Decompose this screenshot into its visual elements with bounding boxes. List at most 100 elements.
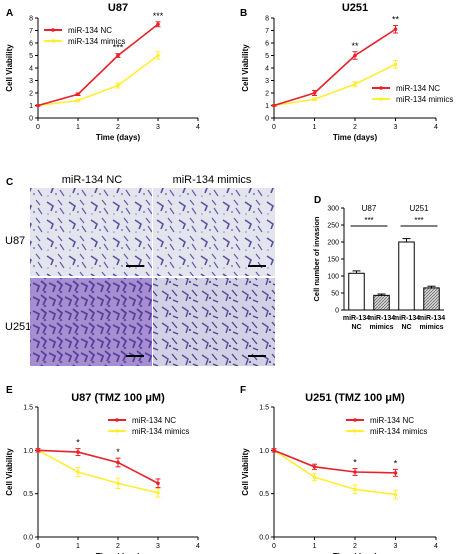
series-line [37, 449, 159, 484]
x-axis-label: Time (days) [96, 133, 141, 142]
category-label-line1: miR-134 [343, 315, 370, 322]
x-tick-label: 3 [394, 543, 398, 550]
y-axis-label: Cell number of invasion [312, 216, 321, 301]
significance-label: * [394, 458, 398, 468]
legend-label: miR-134 NC [68, 26, 112, 35]
micrograph-row-label-u251: U251 [5, 321, 31, 333]
legend-label: miR-134 mimics [396, 95, 453, 104]
y-tick-label: 100 [327, 274, 339, 281]
y-tick-label: 6 [29, 41, 33, 48]
significance-label: * [116, 447, 120, 457]
y-tick-label: 1.0 [259, 448, 269, 455]
y-tick-label: 5 [29, 53, 33, 60]
y-tick-label: 0 [335, 308, 339, 315]
y-tick-label: 1 [29, 103, 33, 110]
legend-marker [115, 418, 119, 422]
y-axis-label: Cell Viability [5, 44, 14, 92]
x-tick-label: 0 [272, 543, 276, 550]
data-point [156, 53, 160, 58]
legend-marker [51, 39, 55, 43]
data-point [76, 98, 80, 103]
y-tick-label: 0.5 [23, 491, 33, 498]
x-tick-label: 0 [36, 543, 40, 550]
data-point [76, 470, 80, 474]
chart-title: U251 [342, 2, 368, 14]
data-point [353, 470, 357, 474]
y-tick-label: 1 [265, 103, 269, 110]
series-line [273, 449, 396, 496]
micrograph-u251-mimics [153, 278, 275, 366]
chart-a: U87 0 1 2 3 4 5 6 7 8 0 1 2 3 4 Time (days) Cell Viabili… [5, 2, 200, 142]
x-tick-label: 4 [434, 543, 438, 550]
category-label-line1: miR-134 [368, 315, 395, 322]
y-tick-label: 1.0 [23, 448, 33, 455]
data-point [393, 62, 398, 67]
y-tick-label: 2 [29, 91, 33, 98]
data-point [353, 82, 357, 87]
data-point [36, 103, 40, 108]
data-point [393, 492, 398, 497]
data-point [116, 481, 120, 486]
y-tick-label: 250 [327, 223, 339, 230]
y-tick-label: 0.0 [23, 535, 33, 542]
data-point [393, 471, 398, 475]
data-point [156, 22, 160, 27]
y-tick-label: 0 [29, 116, 33, 123]
x-tick-label: 0 [36, 124, 40, 131]
legend-marker [379, 97, 383, 101]
data-point [116, 460, 120, 465]
significance-label: ** [392, 15, 400, 25]
y-tick-label: 1.5 [23, 405, 33, 412]
y-tick-label: 7 [29, 28, 33, 35]
y-tick-label: 2 [265, 91, 269, 98]
data-point [312, 97, 317, 102]
y-axis-label: Cell Viability [241, 44, 250, 92]
data-point [116, 83, 120, 88]
x-tick-label: 1 [76, 124, 80, 131]
bar [398, 241, 415, 311]
x-tick-label: 4 [434, 124, 438, 131]
data-point [156, 491, 160, 495]
micrograph-col-label-nc: miR-134 NC [62, 174, 123, 186]
y-tick-label: 300 [327, 206, 339, 213]
category-label-line1: miR-134 [418, 315, 445, 322]
data-point [312, 91, 317, 95]
x-tick-label: 2 [353, 124, 357, 131]
series-line [273, 449, 396, 474]
x-tick-label: 4 [196, 543, 200, 550]
y-tick-label: 4 [265, 66, 269, 73]
y-tick-label: 5 [265, 53, 269, 60]
y-tick-label: 4 [29, 66, 33, 73]
legend-label: miR-134 NC [370, 416, 414, 425]
legend-marker [51, 28, 55, 32]
data-point [353, 53, 357, 58]
significance-label: * [353, 458, 357, 468]
data-point [393, 27, 398, 32]
y-tick-label: 0.5 [259, 491, 269, 498]
significance-label: *** [414, 216, 423, 225]
significance-label: *** [113, 43, 124, 53]
panel-letter-a: A [6, 8, 13, 19]
chart-d: 0 50 100 150 200 250 300 Cell number of invasio… [312, 204, 445, 331]
significance-label: ** [351, 41, 359, 51]
legend-label: miR-134 mimics [132, 427, 189, 436]
data-point [76, 450, 80, 454]
y-tick-label: 8 [29, 16, 33, 23]
x-axis-label: Time (days) [333, 552, 378, 554]
legend-label: miR-134 mimics [370, 427, 427, 436]
y-tick-label: 150 [327, 257, 339, 264]
micrograph-col-label-mimics: miR-134 mimics [173, 174, 252, 186]
x-tick-label: 3 [394, 124, 398, 131]
data-point [312, 475, 317, 480]
x-tick-label: 1 [313, 124, 317, 131]
group-label: U251 [409, 204, 429, 213]
micrograph-row-label-u87: U87 [5, 235, 25, 247]
x-tick-label: 0 [272, 124, 276, 131]
y-tick-label: 0.0 [259, 535, 269, 542]
chart-e: U87 (TMZ 100 μM) 0.0 0.5 1.0 1.5 0 1 2 3 4 Time (d… [5, 392, 200, 554]
x-tick-label: 2 [353, 543, 357, 550]
y-tick-label: 7 [265, 28, 269, 35]
panel-letter-f: F [240, 385, 246, 396]
data-point [272, 448, 276, 453]
